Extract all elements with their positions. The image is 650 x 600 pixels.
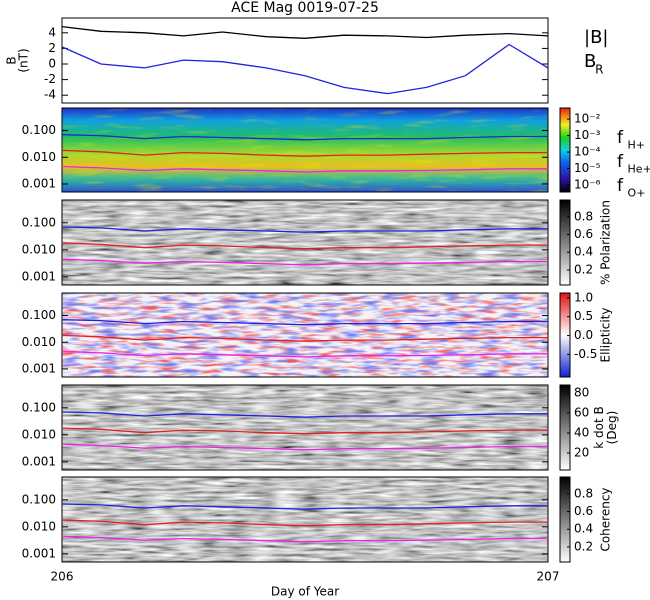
colorbar-tick-label: 0.2: [574, 262, 593, 276]
y-tick-label: -2: [44, 72, 56, 86]
colorbar-tick-label: 0.8: [574, 209, 593, 223]
y-axis-label: B: [5, 56, 19, 64]
y-tick-label: 0.001: [22, 269, 56, 283]
y-tick-label: 2: [48, 41, 56, 55]
legend-label: f: [617, 128, 624, 148]
y-tick-label: 0.100: [22, 492, 56, 506]
plot-frame: [61, 17, 549, 104]
colorbar-tick-label: 40: [574, 426, 589, 440]
series-line: [62, 443, 548, 451]
plot-frame: [61, 107, 549, 193]
colorbar-tick-label: 20: [574, 446, 589, 460]
y-axis-label: (nT): [17, 48, 31, 72]
colorbar-tick-label: 10⁻⁵: [574, 161, 601, 175]
legend-subscript: R: [595, 63, 603, 77]
y-tick-label: 0.001: [22, 361, 56, 375]
colorbar-label: % Polarization: [599, 200, 613, 285]
y-tick-label: 0.010: [22, 150, 56, 164]
spectrogram-texture: [62, 293, 548, 377]
legend-label: f: [617, 176, 624, 196]
chart-title: ACE Mag 0019-07-25: [231, 0, 379, 16]
series-line: [62, 134, 548, 141]
y-tick-label: 0.010: [22, 242, 56, 256]
colorbar-label: k dot B: [592, 406, 606, 448]
series-line: [62, 334, 548, 342]
y-tick-label: 0.010: [22, 519, 56, 533]
series-line: [62, 43, 548, 95]
y-tick-label: 0.010: [22, 427, 56, 441]
colorbar: [559, 384, 571, 471]
colorbar-tick-label: 0.4: [574, 522, 593, 536]
y-tick-label: 0.001: [22, 546, 56, 560]
series-line: [62, 503, 548, 510]
y-tick-label: 0.100: [22, 400, 56, 414]
legend-label: |B|: [584, 27, 608, 48]
y-tick-label: 0.010: [22, 335, 56, 349]
series-line: [62, 226, 548, 233]
series-line: [62, 25, 548, 39]
plot-frame: [61, 476, 549, 563]
series-line: [62, 242, 548, 250]
spectrogram: [62, 385, 548, 470]
legend-label: B: [584, 51, 596, 72]
spectrogram: [62, 477, 548, 562]
colorbar-tick-label: 0.0: [574, 328, 593, 342]
colorbar-tick-label: 10⁻³: [574, 128, 601, 142]
series-line: [62, 411, 548, 418]
colorbar-tick-label: 80: [574, 386, 589, 400]
x-axis-label: Day of Year: [271, 585, 339, 599]
x-tick-label: 207: [537, 570, 560, 584]
y-tick-label: 0.100: [22, 215, 56, 229]
spectrogram: [62, 200, 548, 285]
colorbar-tick-label: 0.5: [574, 309, 593, 323]
legend-subscript: He+: [628, 163, 650, 176]
spectrogram-texture: [62, 108, 548, 192]
y-tick-label: 0.001: [22, 454, 56, 468]
colorbar: [559, 292, 571, 378]
series-line: [62, 149, 548, 157]
colorbar-tick-label: -0.5: [574, 347, 597, 361]
series-line: [62, 519, 548, 527]
colorbar: [559, 476, 571, 563]
y-tick-label: 0.100: [22, 123, 56, 137]
y-tick-label: -4: [44, 88, 56, 102]
colorbar-tick-label: 10⁻⁶: [574, 178, 601, 192]
colorbar-tick-label: 10⁻⁴: [574, 145, 601, 159]
y-tick-label: 0.100: [22, 308, 56, 322]
colorbar-tick-label: 1.0: [574, 290, 593, 304]
colorbar-tick-label: 0.2: [574, 539, 593, 553]
x-tick-label: 206: [51, 570, 74, 584]
colorbar-tick-label: 0.6: [574, 504, 593, 518]
plot-frame: [61, 292, 549, 378]
y-tick-label: 0.001: [22, 176, 56, 190]
y-tick-label: 0: [48, 57, 56, 71]
plot-frame: [61, 384, 549, 471]
colorbar-label: Coherency: [599, 487, 613, 551]
colorbar-tick-label: 0.4: [574, 245, 593, 259]
y-tick-label: 4: [48, 25, 56, 39]
series-line: [62, 319, 548, 326]
series-line: [62, 258, 548, 266]
legend-label: f: [617, 152, 624, 172]
colorbar-tick-label: 10⁻²: [574, 112, 601, 126]
colorbar-tick-label: 0.8: [574, 486, 593, 500]
colorbar-label: Ellipticity: [599, 308, 613, 363]
series-line: [62, 535, 548, 543]
colorbar: [559, 107, 571, 193]
legend-subscript: H+: [628, 139, 646, 152]
series-line: [62, 165, 548, 173]
series-line: [62, 350, 548, 358]
series-line: [62, 427, 548, 435]
colorbar-tick-label: 0.6: [574, 227, 593, 241]
plot-frame: [61, 199, 549, 286]
legend-subscript: O+: [628, 187, 646, 200]
colorbar-tick-label: 60: [574, 406, 589, 420]
colorbar-label: (Deg): [605, 411, 619, 445]
colorbar: [559, 199, 571, 286]
